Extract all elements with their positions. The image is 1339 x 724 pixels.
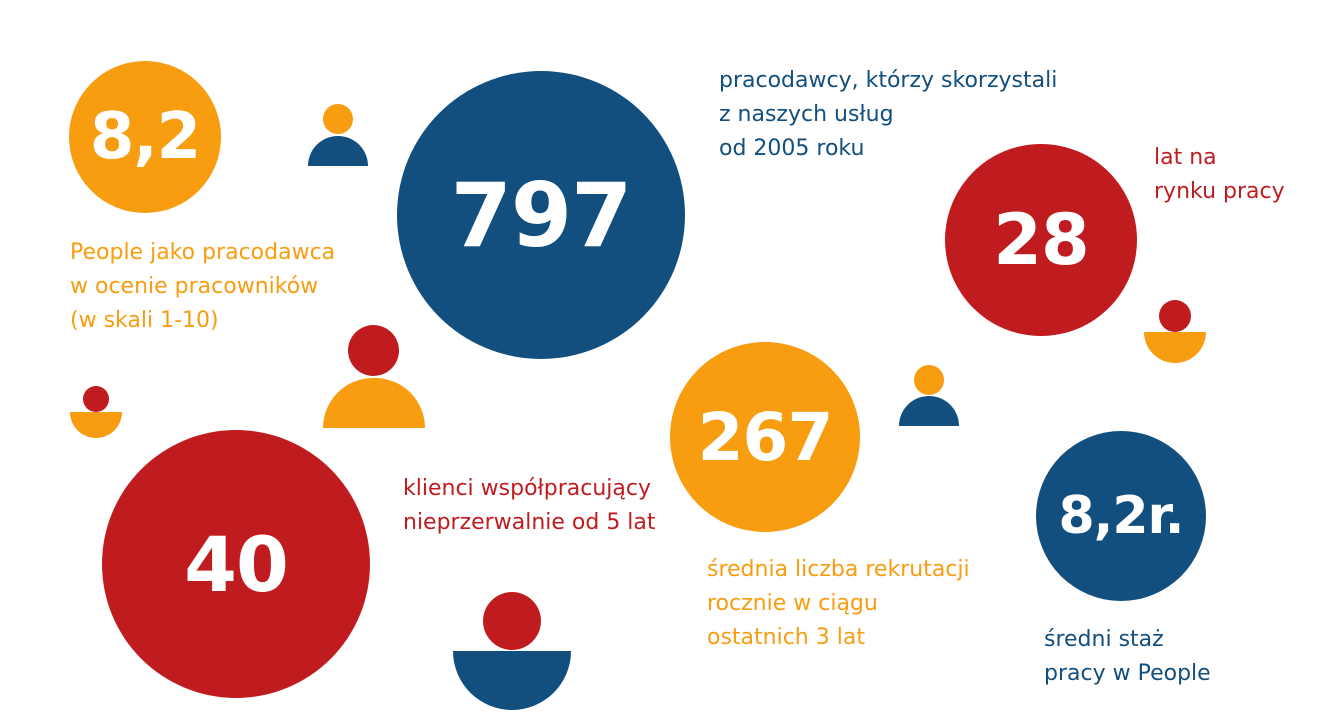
stat-value-recruitments: 267 xyxy=(697,398,834,476)
stat-value-rating: 8,2 xyxy=(89,100,201,174)
person-icon xyxy=(323,325,425,428)
person-icon xyxy=(308,104,368,166)
stat-caption-years: lat na rynku pracy xyxy=(1154,145,1285,204)
person-icon xyxy=(899,365,959,426)
stat-caption-tenure: średni staż pracy w People xyxy=(1044,627,1211,686)
stat-caption-rating: People jako pracodawca w ocenie pracowni… xyxy=(70,240,336,333)
stat-value-clients: 40 xyxy=(184,519,289,609)
stat-caption-recruitments: średnia liczba rekrutacji rocznie w ciąg… xyxy=(707,557,970,650)
person-icon xyxy=(70,386,122,438)
stat-value-tenure: 8,2r. xyxy=(1058,486,1184,546)
stat-value-employers: 797 xyxy=(450,163,633,267)
person-icon xyxy=(1144,300,1206,363)
stat-caption-clients: klienci współpracujący nieprzerwalnie od… xyxy=(403,476,656,535)
stat-circle-rating: 8,2 xyxy=(69,61,221,213)
stat-circle-employers: 797 xyxy=(397,71,685,359)
stat-value-years: 28 xyxy=(993,199,1089,281)
person-icon xyxy=(453,592,571,710)
stat-caption-employers: pracodawcy, którzy skorzystali z naszych… xyxy=(719,68,1058,161)
stat-circle-years: 28 xyxy=(945,144,1137,336)
stat-circle-clients: 40 xyxy=(102,430,370,698)
stat-circle-tenure: 8,2r. xyxy=(1036,431,1206,601)
stat-circle-recruitments: 267 xyxy=(670,342,860,532)
